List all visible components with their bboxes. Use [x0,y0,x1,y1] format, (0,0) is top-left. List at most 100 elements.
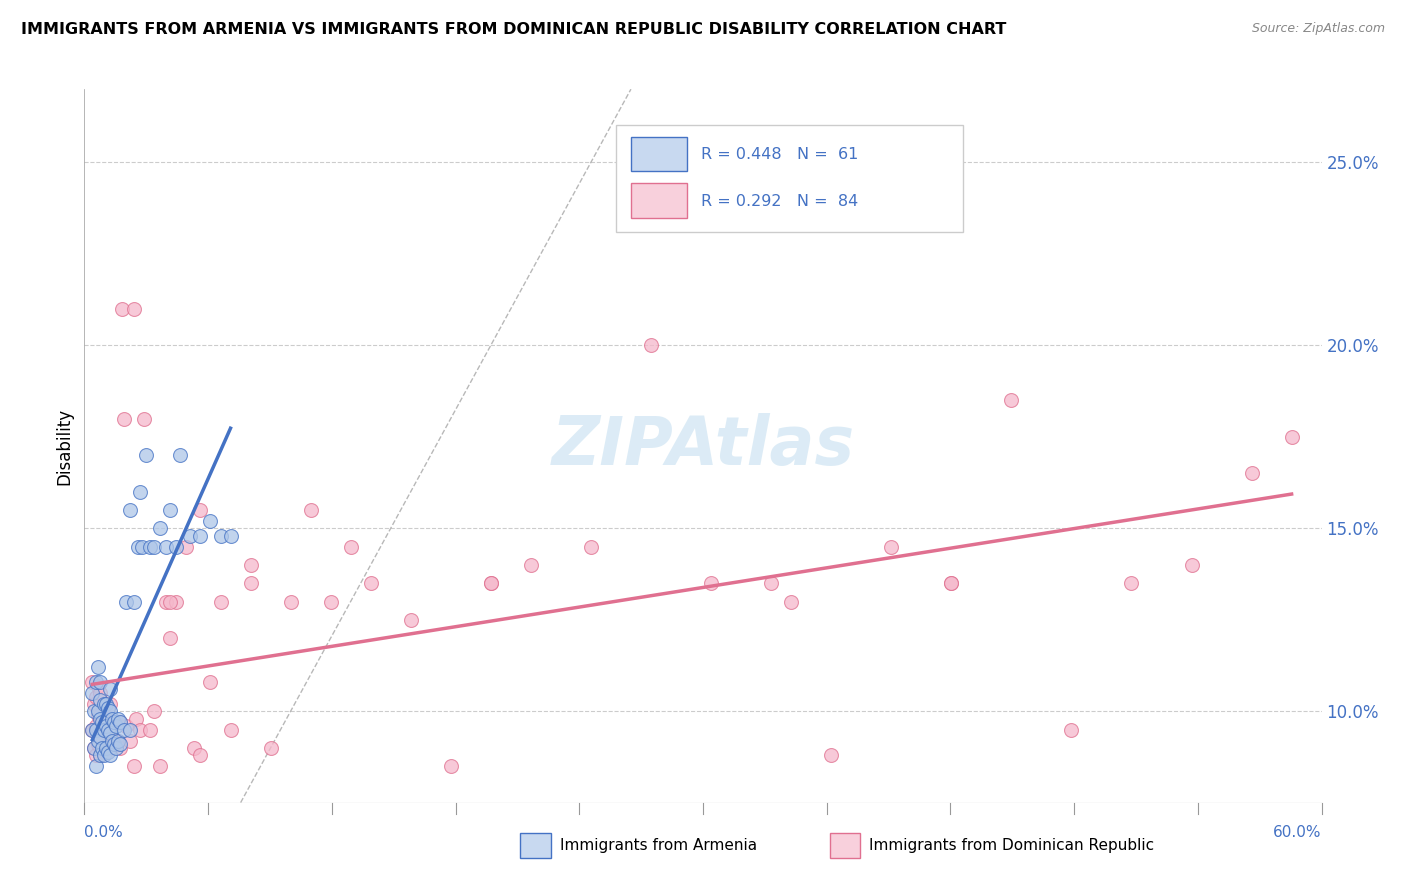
Point [125,712,148,726]
Point [89,686,111,700]
Point [129,484,152,499]
Point [1000,393,1022,408]
Point [96,719,118,733]
Point [880,540,903,554]
Point [89,730,111,744]
Point [759,576,782,591]
Point [89,675,111,690]
Point [101,712,124,726]
Point [169,448,191,462]
Point [579,540,602,554]
Point [97,712,120,726]
Point [1240,467,1263,481]
Point [239,576,262,591]
Point [105,740,128,755]
Point [86,690,108,704]
Point [640,338,662,352]
Point [190,748,212,763]
Point [941,576,963,591]
Point [91,715,114,730]
Point [82,723,104,737]
Point [87,733,110,747]
Point [86,675,108,690]
Point [89,748,111,763]
Point [100,704,122,718]
Y-axis label: Disability: Disability [55,408,73,484]
Point [110,715,132,730]
Point [83,740,105,755]
Point [183,740,205,755]
Point [101,737,124,751]
Point [89,748,111,763]
Point [96,719,118,733]
Point [110,740,132,755]
Text: 0.0%: 0.0% [84,825,124,840]
Point [100,726,122,740]
Point [1121,576,1143,591]
Point [103,715,125,730]
Point [941,576,963,591]
Point [89,708,111,723]
Point [100,740,122,755]
Point [82,723,104,737]
Point [100,748,122,763]
Point [399,613,422,627]
Point [124,759,146,773]
Point [139,540,162,554]
Point [159,594,181,608]
Point [112,411,135,425]
Point [105,719,128,733]
Point [120,733,142,747]
Point [89,712,111,726]
Text: R = 0.292   N =  84: R = 0.292 N = 84 [700,194,858,209]
Point [83,697,105,711]
Point [87,679,110,693]
Text: 60.0%: 60.0% [1274,825,1322,840]
Point [97,745,120,759]
Point [155,594,177,608]
Point [166,540,188,554]
Point [700,576,723,591]
Point [96,745,118,759]
Point [100,719,122,733]
Point [143,704,166,718]
Point [83,704,105,718]
Point [127,540,149,554]
Point [219,723,242,737]
Point [107,733,129,747]
Text: R = 0.448   N =  61: R = 0.448 N = 61 [700,147,858,162]
Point [339,540,361,554]
Point [105,715,128,730]
Point [780,594,803,608]
Point [93,697,115,711]
Point [131,540,153,554]
Bar [631,137,688,171]
Point [110,715,132,730]
Point [360,576,382,591]
Point [87,704,110,718]
Point [120,723,142,737]
Point [820,748,842,763]
Point [1281,430,1303,444]
Text: IMMIGRANTS FROM ARMENIA VS IMMIGRANTS FROM DOMINICAN REPUBLIC DISABILITY CORRELA: IMMIGRANTS FROM ARMENIA VS IMMIGRANTS FR… [21,22,1007,37]
Point [159,503,181,517]
Point [115,594,138,608]
Point [149,759,172,773]
Point [1180,558,1202,572]
Point [86,719,108,733]
Bar [631,184,688,218]
Point [93,745,115,759]
Point [96,740,118,755]
Point [200,514,222,528]
Point [135,448,157,462]
Point [200,675,222,690]
Point [100,697,122,711]
Point [97,723,120,737]
Point [115,719,138,733]
Point [89,693,111,707]
Point [93,719,115,733]
Point [86,748,108,763]
Point [520,558,543,572]
Point [97,700,120,714]
Point [120,503,142,517]
